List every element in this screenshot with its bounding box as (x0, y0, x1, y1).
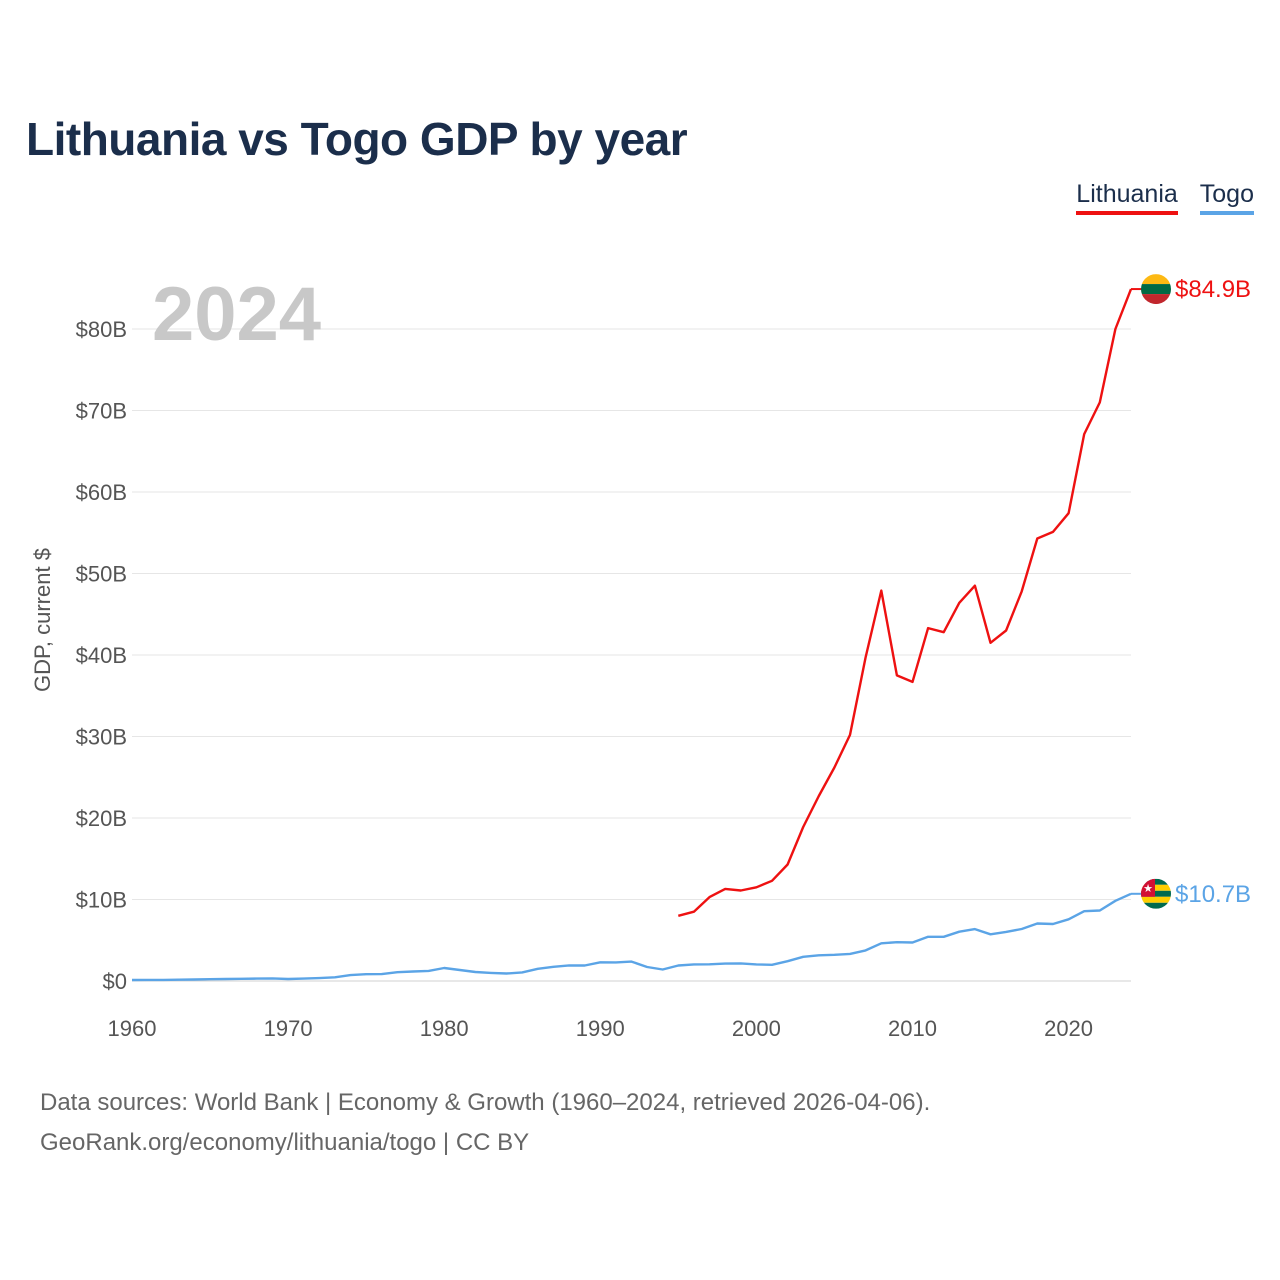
svg-text:★: ★ (1143, 882, 1153, 895)
x-axis-ticks: 1960 1970 1980 1990 2000 2010 2020 (108, 1016, 1094, 1041)
y-tick-label: $50B (76, 562, 127, 587)
y-tick-label: $30B (76, 725, 127, 750)
x-tick-label: 2000 (732, 1016, 781, 1041)
y-axis-label: GDP, current $ (30, 548, 55, 692)
y-axis-ticks: $0 $10B $20B $30B $40B $50B $60B $70B $80B (76, 317, 127, 994)
y-tick-label: $60B (76, 480, 127, 505)
source-note: Data sources: World Bank | Economy & Gro… (40, 1083, 930, 1163)
x-tick-label: 2010 (888, 1016, 937, 1041)
x-tick-label: 1970 (264, 1016, 313, 1041)
end-label-lithuania: $84.9B (1175, 276, 1251, 303)
togo-flag-icon: ★ (1141, 878, 1171, 909)
y-tick-label: $10B (76, 888, 127, 913)
series-line-togo (131, 892, 1132, 982)
source-line-1: Data sources: World Bank | Economy & Gro… (40, 1089, 931, 1116)
y-tick-label: $20B (76, 806, 127, 831)
x-tick-label: 1960 (108, 1016, 157, 1041)
grid-lines (132, 328, 1131, 982)
x-tick-label: 1990 (576, 1016, 625, 1041)
x-tick-label: 1980 (420, 1016, 469, 1041)
x-tick-label: 2020 (1044, 1016, 1093, 1041)
y-tick-label: $80B (76, 317, 127, 342)
year-label: 2024 (152, 272, 321, 357)
source-line-2: GeoRank.org/economy/lithuania/togo | CC … (40, 1129, 530, 1156)
y-tick-label: $0 (103, 969, 127, 994)
chart-title: Lithuania vs Togo GDP by year (26, 113, 688, 165)
legend-item-togo[interactable]: Togo (1199, 180, 1254, 215)
legend: Lithuania Togo (1076, 180, 1254, 215)
y-tick-label: $70B (76, 399, 127, 424)
lithuania-flag-icon (1141, 274, 1171, 305)
series-lines (131, 288, 1133, 982)
y-tick-label: $40B (76, 643, 127, 668)
end-label-togo: $10.7B (1175, 881, 1251, 908)
end-markers: $84.9B ★ $10.7B (1131, 274, 1251, 909)
line-chart: $0$10B$20B$30B$40B$50B$60B$70B$80B 1960 1… (30, 272, 1251, 1041)
legend-item-lithuania[interactable]: Lithuania (1076, 180, 1178, 215)
series-line-lithuania (677, 288, 1133, 917)
